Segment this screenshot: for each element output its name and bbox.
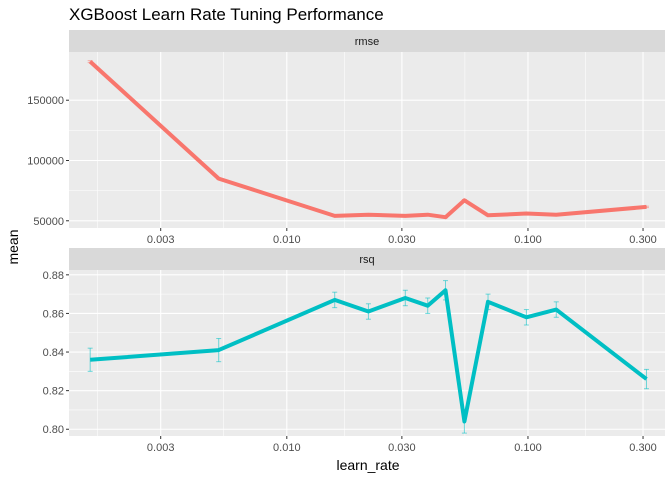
y-tick-label: 150000 bbox=[27, 95, 64, 107]
facet-panel-rmse: rmse 50000 100000 150000 0.003 0.010 0.030 0.10… bbox=[27, 30, 665, 246]
y-axis-title: mean bbox=[5, 229, 21, 264]
x-tick-label: 0.010 bbox=[273, 442, 301, 454]
facet-strip bbox=[69, 30, 665, 52]
y-tick-label: 0.84 bbox=[43, 347, 64, 359]
y-tick-label: 0.86 bbox=[43, 308, 64, 320]
x-tick-label: 0.010 bbox=[273, 234, 301, 246]
y-tick-label: 0.80 bbox=[43, 424, 64, 436]
facet-strip-label: rmse bbox=[355, 36, 379, 48]
facet-strip-label: rsq bbox=[359, 254, 374, 266]
y-tick-label: 100000 bbox=[27, 155, 64, 167]
series-line-rsq bbox=[90, 288, 648, 424]
error-bar bbox=[87, 347, 93, 372]
x-tick-label: 0.300 bbox=[629, 234, 657, 246]
y-tick-label: 0.82 bbox=[43, 386, 64, 398]
x-tick-label: 0.100 bbox=[514, 234, 542, 246]
x-tick-label: 0.030 bbox=[388, 442, 416, 454]
facet-panel-rsq: rsq 0.80 0.82 0.84 0.86 0.88 0.003 0.010 0.030 0.… bbox=[43, 248, 665, 454]
panel-background bbox=[69, 52, 665, 228]
chart-title: XGBoost Learn Rate Tuning Performance bbox=[69, 5, 384, 24]
x-tick-label: 0.003 bbox=[147, 234, 175, 246]
y-tick-label: 50000 bbox=[33, 216, 64, 228]
series-line-rmse bbox=[88, 60, 647, 220]
x-tick-label: 0.300 bbox=[629, 442, 657, 454]
y-tick-label: 0.88 bbox=[43, 270, 64, 282]
x-axis-title: learn_rate bbox=[336, 457, 399, 473]
facet-strip bbox=[69, 248, 665, 270]
facet-panels: rmse 50000 100000 150000 0.003 0.010 0.030 0.10… bbox=[27, 30, 665, 454]
x-tick-label: 0.003 bbox=[147, 442, 175, 454]
x-tick-label: 0.030 bbox=[388, 234, 416, 246]
x-tick-label: 0.100 bbox=[514, 442, 542, 454]
